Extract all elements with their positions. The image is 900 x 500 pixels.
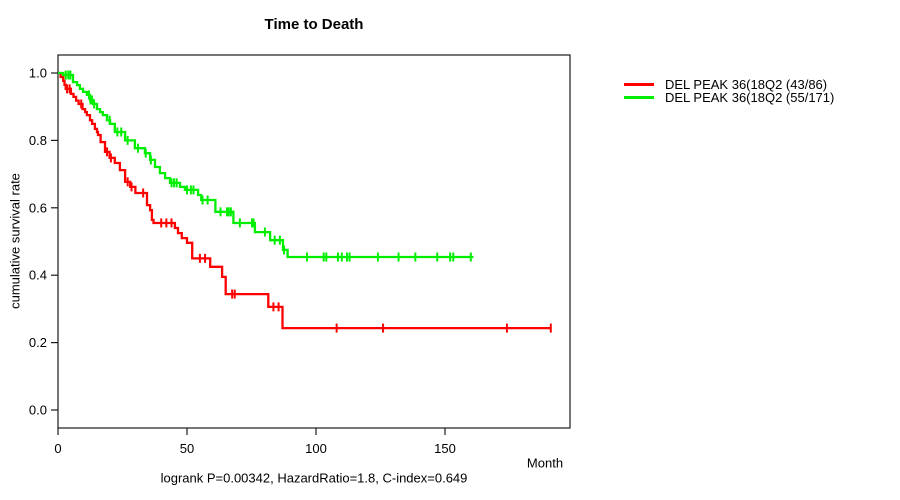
chart-title: Time to Death <box>264 16 364 33</box>
x-tick-label: 150 <box>434 441 456 456</box>
y-tick-label: 0.2 <box>29 335 47 350</box>
plot-border <box>57 54 571 429</box>
x-tick-label: 0 <box>54 441 61 456</box>
km-curve-red <box>58 71 551 330</box>
green-line-swatch <box>624 96 654 99</box>
legend-item-green: DEL PEAK 36(18Q2 (55/171) <box>624 90 835 105</box>
red-line-swatch <box>624 83 654 86</box>
legend: DEL PEAK 36(18Q2 (43/86) DEL PEAK 36(18Q… <box>624 77 835 105</box>
legend-item-red: DEL PEAK 36(18Q2 (43/86) <box>624 77 834 92</box>
logrank-stats-text: logrank P=0.00342, HazardRatio=1.8, C-in… <box>160 470 468 486</box>
y-tick-label: 1.0 <box>29 66 47 81</box>
km-curve-green <box>58 71 474 259</box>
x-tick-label: 50 <box>180 441 194 456</box>
legend-label-green: DEL PEAK 36(18Q2 (55/171) <box>665 90 835 105</box>
y-tick-label: 0.6 <box>29 200 47 215</box>
y-tick-label: 0.0 <box>29 403 47 418</box>
legend-label-red: DEL PEAK 36(18Q2 (43/86) <box>665 77 828 92</box>
x-tick-label: 100 <box>305 441 327 456</box>
y-axis-label: cumulative survival rate <box>7 173 23 309</box>
y-tick-label: 0.4 <box>29 268 47 283</box>
y-tick-label: 0.8 <box>29 133 47 148</box>
x-axis-label: Month <box>526 455 564 471</box>
